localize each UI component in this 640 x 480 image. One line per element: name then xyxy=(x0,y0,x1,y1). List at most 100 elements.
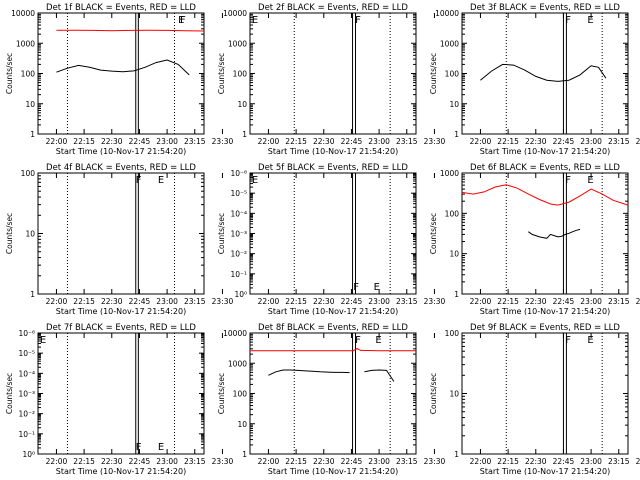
y-axis-label: Counts/sec xyxy=(217,213,226,254)
marker-label: F xyxy=(353,282,359,293)
x-tick-label: 23:15 xyxy=(608,137,630,146)
plot-frame xyxy=(37,12,205,135)
x-tick-label: 22:45 xyxy=(341,457,363,466)
events-series-line xyxy=(364,369,395,382)
x-tick-label: 22:30 xyxy=(525,297,547,306)
x-tick-label: 22:15 xyxy=(497,297,519,306)
y-tick-label: 1000 xyxy=(228,39,247,48)
lld-series-line xyxy=(461,184,629,206)
y-tick-label: 10 xyxy=(449,390,459,399)
x-tick-label: 22:15 xyxy=(497,137,519,146)
x-axis-title: Start Time (10-Nov-17 21:54:20) xyxy=(480,147,610,156)
marker-label: E xyxy=(587,175,593,186)
y-axis-label: Counts/sec xyxy=(429,213,438,254)
x-tick-label: 23:00 xyxy=(580,137,602,146)
y-tick-label: 1 xyxy=(242,450,247,459)
y-tick-label: 10 xyxy=(25,230,35,239)
y-tick-label: 1000 xyxy=(440,39,459,48)
lld-series-line xyxy=(250,347,416,352)
y-tick-label: 10⁻⁶ xyxy=(18,329,35,338)
y-tick-label: 10⁰ xyxy=(22,450,35,459)
x-tick-label: 22:30 xyxy=(525,457,547,466)
x-tick-label: 22:45 xyxy=(341,137,363,146)
y-tick-label: 10 xyxy=(25,100,35,109)
panel-title: Det 3f BLACK = Events, RED = LLD xyxy=(470,3,620,13)
x-tick-label: 22:15 xyxy=(285,457,307,466)
y-tick-label: 100 xyxy=(445,209,460,218)
x-tick-label: 22:15 xyxy=(73,297,95,306)
x-tick-label: 23:30 xyxy=(212,457,234,466)
x-tick-label: 23:15 xyxy=(608,457,630,466)
x-axis-title: Start Time (10-Nov-17 21:54:20) xyxy=(480,307,610,316)
x-axis-title: Start Time (10-Nov-17 21:54:20) xyxy=(268,467,398,476)
x-tick-label: 22:45 xyxy=(129,297,151,306)
panel-4: Det 4f BLACK = Events, RED = LLD 1 10 100 Co… xyxy=(5,163,233,316)
x-tick-label: 22:30 xyxy=(101,137,123,146)
x-tick-label: 22:45 xyxy=(553,137,575,146)
marker-label: E xyxy=(374,282,380,293)
y-tick-label: 100 xyxy=(21,169,36,178)
y-tick-label: 10000 xyxy=(435,9,459,18)
panel-8: Det 8f BLACK = Events, RED = LLD 1 10 100 10… xyxy=(217,323,445,476)
y-tick-label: 10 xyxy=(449,100,459,109)
marker-label: F xyxy=(355,15,361,26)
y-tick-label: 100 xyxy=(233,390,248,399)
x-tick-label: 23:15 xyxy=(184,137,206,146)
x-tick-label: 23:00 xyxy=(368,137,390,146)
x-tick-label: 22:45 xyxy=(553,457,575,466)
x-tick-label: 22:45 xyxy=(341,297,363,306)
x-tick-label: 22:15 xyxy=(285,297,307,306)
marker-label: E xyxy=(40,335,46,346)
x-axis-title: Start Time (10-Nov-17 21:54:20) xyxy=(268,307,398,316)
x-tick-label: 23:00 xyxy=(156,457,178,466)
panel-1: Det 1f BLACK = Events, RED = LLD 1 10 100 10… xyxy=(5,3,233,156)
y-axis-label: Counts/sec xyxy=(5,53,14,94)
plot-frame xyxy=(37,172,205,295)
marker-label: F xyxy=(565,15,571,26)
y-axis-label: Counts/sec xyxy=(5,373,14,414)
x-axis-title: Start Time (10-Nov-17 21:54:20) xyxy=(56,467,186,476)
panel-7: Det 7f BLACK = Events, RED = LLD 10⁰ 10⁻¹ 1… xyxy=(5,323,233,476)
y-tick-label: 10⁻⁴ xyxy=(18,369,35,378)
y-tick-label: 10⁻³ xyxy=(230,230,247,239)
x-tick-label: 23:30 xyxy=(212,297,234,306)
x-tick-label: 23:30 xyxy=(424,457,446,466)
lld-series-line xyxy=(56,29,205,32)
x-tick-label: 22:15 xyxy=(497,457,519,466)
y-axis-label: Counts/sec xyxy=(429,53,438,94)
y-tick-label: 10 xyxy=(237,100,247,109)
y-tick-label: 1 xyxy=(242,130,247,139)
x-tick-label: 22:30 xyxy=(313,297,335,306)
marker-label: F xyxy=(355,335,361,346)
y-tick-label: 10⁻³ xyxy=(18,390,35,399)
x-tick-label: 23:00 xyxy=(368,297,390,306)
panel-title: Det 8f BLACK = Events, RED = LLD xyxy=(258,323,408,333)
panel-5: Det 5f BLACK = Events, RED = LLD 10⁰ 10⁻¹ 1… xyxy=(217,163,445,316)
marker-label: E xyxy=(252,175,258,186)
x-tick-label: 22:45 xyxy=(129,457,151,466)
x-axis-title: Start Time (10-Nov-17 21:54:20) xyxy=(56,307,186,316)
x-tick-label: 23:15 xyxy=(184,457,206,466)
y-tick-label: 1000 xyxy=(228,359,247,368)
x-tick-label: 22:30 xyxy=(313,457,335,466)
y-tick-label: 1000 xyxy=(16,39,35,48)
x-tick-label: 23:00 xyxy=(156,297,178,306)
y-tick-label: 1000 xyxy=(440,169,459,178)
x-tick-label: 23:30 xyxy=(636,137,640,146)
x-tick-label: 22:00 xyxy=(470,297,492,306)
panel-9: Det 9f BLACK = Events, RED = LLD 1 10 100 Co… xyxy=(429,323,640,476)
y-tick-label: 10⁻¹ xyxy=(18,430,35,439)
x-tick-label: 22:30 xyxy=(313,137,335,146)
x-tick-label: 23:15 xyxy=(608,297,630,306)
plot-frame xyxy=(461,172,629,295)
marker-label: E xyxy=(178,15,184,26)
marker-label: E xyxy=(158,175,164,186)
y-tick-label: 10000 xyxy=(223,9,247,18)
x-tick-label: 23:15 xyxy=(184,297,206,306)
plot-frame xyxy=(37,332,205,455)
panel-title: Det 2f BLACK = Events, RED = LLD xyxy=(258,3,408,13)
x-tick-label: 23:30 xyxy=(636,457,640,466)
plot-frame xyxy=(249,172,417,295)
x-tick-label: 22:00 xyxy=(46,297,68,306)
y-tick-label: 10⁻⁶ xyxy=(230,169,247,178)
